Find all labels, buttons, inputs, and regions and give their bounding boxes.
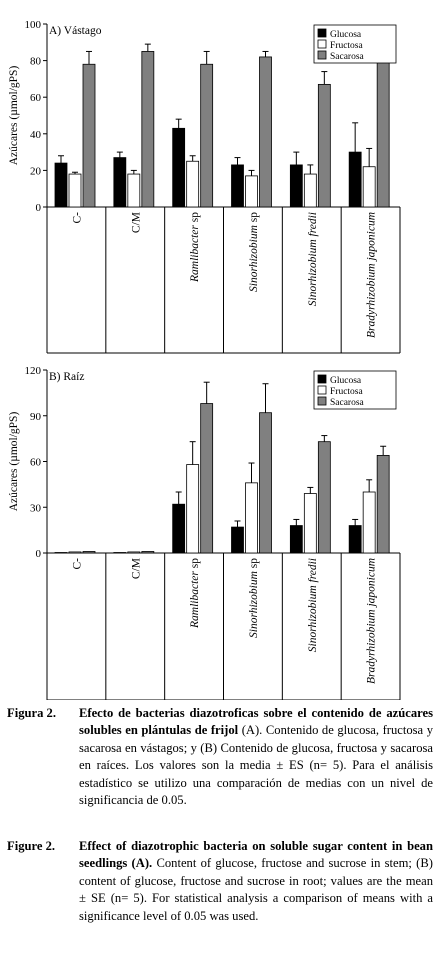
legend-label: Glucosa [330, 376, 362, 386]
bar-glucosa [54, 162, 68, 208]
legend-swatch [317, 396, 327, 406]
caption-english: Figure 2. Effect of diazotrophic bacteri… [0, 838, 445, 925]
bar-glucosa [113, 552, 127, 554]
bar-fructosa [127, 173, 141, 208]
caption-en-label: Figure 2. [7, 839, 56, 853]
y-tick-label: 30 [30, 502, 42, 514]
bar-sacarosa [317, 441, 331, 554]
category-label: Bradyrhizobium japonicum [366, 558, 378, 684]
category-label: Ramlibacter sp [189, 558, 201, 629]
category-label: Bradyrhizobium japonicum [366, 212, 378, 338]
bar-fructosa [186, 160, 200, 208]
bar-sacarosa [82, 551, 96, 554]
bar-sacarosa [376, 454, 390, 554]
bar-glucosa [231, 164, 244, 208]
category-label: C/M [130, 558, 142, 579]
bar-sacarosa [141, 51, 155, 208]
category-label: C/M [130, 212, 142, 233]
bar-glucosa [348, 151, 362, 208]
bar-glucosa [289, 164, 303, 208]
caption-es-body: Efecto de bacterias diazotroficas sobre … [79, 705, 433, 809]
y-tick-label: 60 [30, 457, 42, 469]
caption-es-rest: (A). Contenido de glucosa, fructosa y sa… [79, 723, 433, 808]
bar-sacarosa [141, 551, 155, 554]
y-axis-label: Azúcares (µmol/gPS) [8, 66, 20, 166]
y-tick-label: 120 [25, 365, 42, 377]
bar-sacarosa [200, 63, 214, 208]
bar-glucosa [231, 526, 244, 554]
y-tick-label: 90 [30, 411, 42, 423]
legend-label: Fructosa [330, 387, 364, 397]
category-label: C- [71, 558, 83, 570]
bar-glucosa [172, 503, 186, 554]
bar-fructosa [127, 551, 141, 554]
legend-box [313, 24, 397, 64]
category-label: Sinorhizobium sp [248, 212, 260, 292]
legend-box [313, 370, 397, 410]
bar-fructosa [245, 175, 258, 208]
legend-label: Fructosa [330, 41, 364, 51]
bar-glucosa [172, 127, 186, 208]
bar-sacarosa [82, 63, 96, 208]
chart-a: 0 20 40 60 80 100 Azúcares (µmol/gPS) A) Vástag… [8, 19, 401, 354]
caption-en-body: Effect of diazotrophic bacteria on solub… [79, 838, 433, 925]
bar-fructosa [362, 166, 376, 208]
legend-label: Glucosa [330, 30, 362, 40]
y-tick-label: 100 [25, 19, 42, 31]
y-axis-label: Azúcares (µmol/gPS) [8, 412, 20, 512]
bar-glucosa [348, 525, 362, 554]
y-tick-label: 20 [30, 165, 42, 177]
caption-en-rest: Content of glucose, fructose and sucrose… [79, 856, 433, 923]
y-tick-label: 0 [36, 202, 42, 214]
bar-sacarosa [317, 83, 331, 208]
y-tick-label: 60 [30, 92, 42, 104]
bar-fructosa [303, 493, 317, 554]
panel-title: A) Vástago [49, 25, 102, 37]
y-tick-label: 0 [36, 548, 42, 560]
caption-es-label: Figura 2. [7, 706, 56, 720]
legend-swatch [317, 385, 327, 395]
bar-fructosa [303, 173, 317, 208]
caption-spanish: Figura 2. Efecto de bacterias diazotrofi… [0, 705, 445, 809]
category-label: Sinorhizobium fredii [307, 212, 319, 306]
caption-en-bold: Effect of diazotrophic bacteria on solub… [79, 839, 433, 871]
bar-fructosa [245, 482, 258, 554]
y-tick-label: 40 [30, 129, 42, 141]
bar-sacarosa [259, 412, 272, 554]
bar-fructosa [68, 551, 82, 554]
y-tick-label: 80 [30, 56, 42, 68]
category-label: Sinorhizobium sp [248, 558, 260, 638]
bar-glucosa [289, 525, 303, 554]
category-label: C- [71, 212, 83, 224]
bar-fructosa [362, 491, 376, 554]
chart-b: 0 30 60 90 120 Azúcares (µmol/gPS) B) Raíz C- C/… [8, 365, 401, 700]
legend-label: Sacarosa [330, 398, 365, 408]
category-label: Sinorhizobium fredii [307, 558, 319, 652]
bar-sacarosa [200, 403, 214, 554]
legend-swatch [317, 39, 327, 49]
legend-swatch [317, 374, 327, 384]
caption-es-bold: Efecto de bacterias diazotroficas sobre … [79, 706, 433, 738]
bar-sacarosa [376, 60, 390, 208]
legend-swatch [317, 28, 327, 38]
figure-2-charts: 0 20 40 60 80 100 Azúcares (µmol/gPS) A) Vástag… [8, 19, 401, 700]
bar-sacarosa [259, 56, 272, 208]
legend-swatch [317, 50, 327, 60]
bar-fructosa [68, 173, 82, 208]
bar-glucosa [113, 157, 127, 208]
bar-fructosa [186, 464, 200, 554]
bar-glucosa [54, 552, 68, 554]
category-label: Ramlibacter sp [189, 212, 201, 283]
panel-title: B) Raíz [49, 371, 84, 383]
legend-label: Sacarosa [330, 52, 365, 62]
